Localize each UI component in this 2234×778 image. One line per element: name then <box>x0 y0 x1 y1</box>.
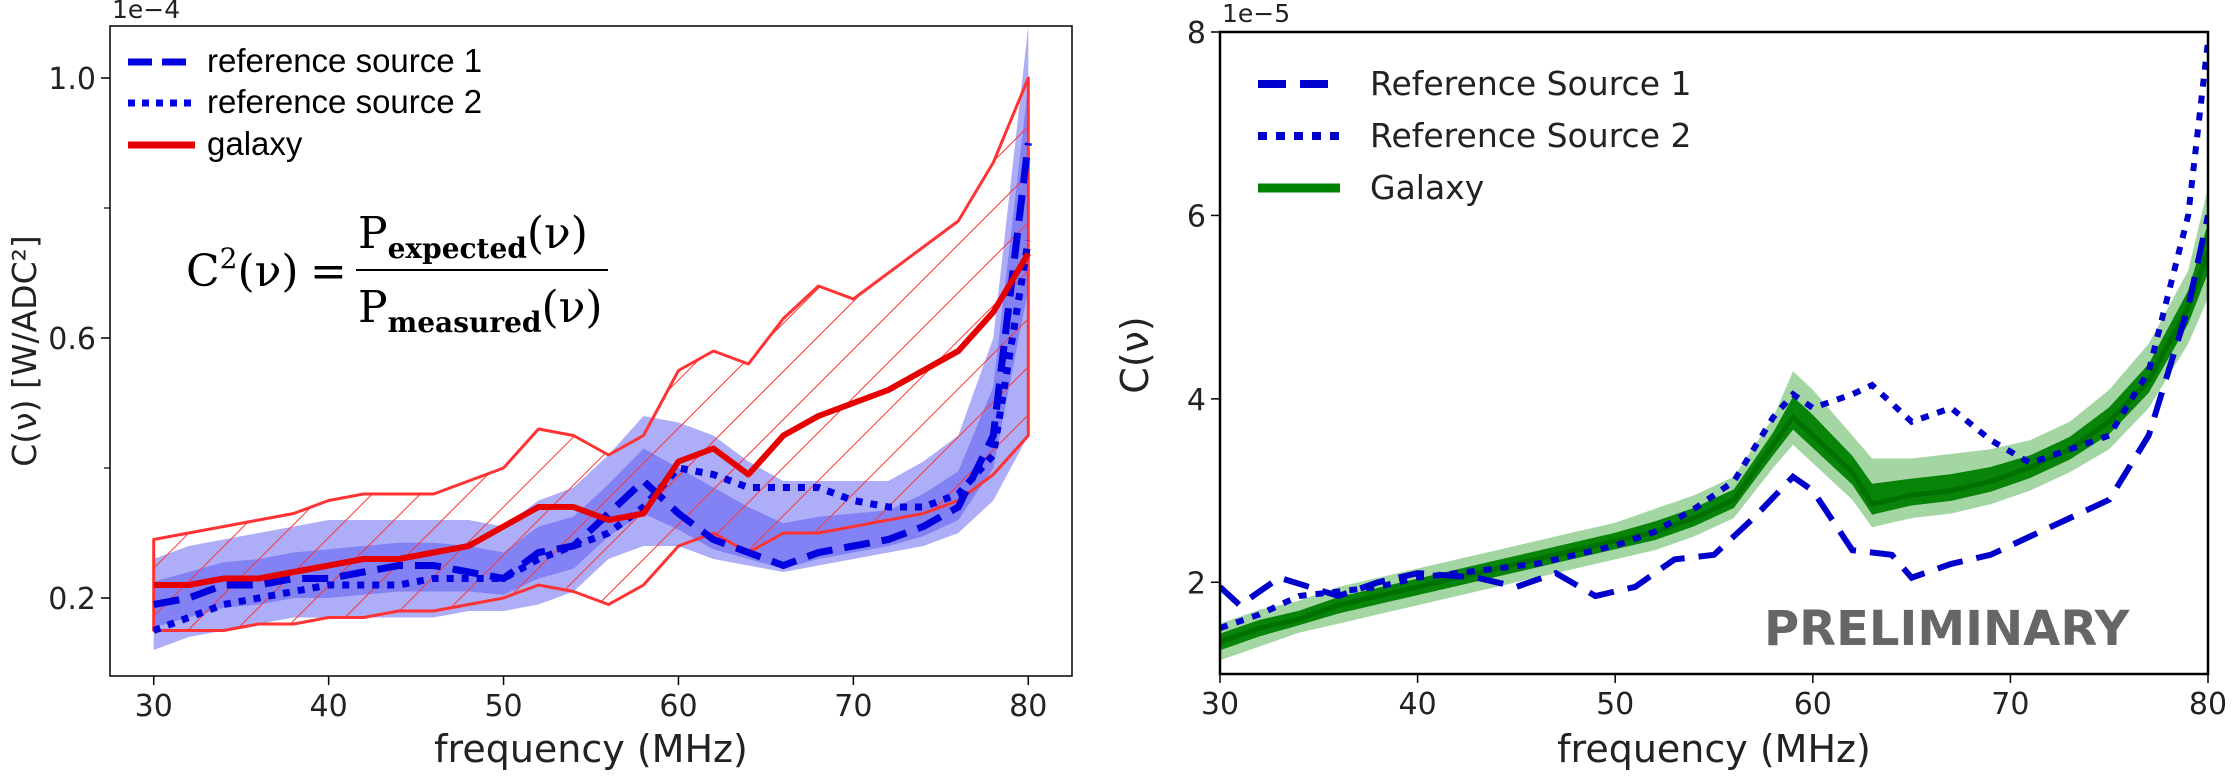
left-offset-text: 1e−4 <box>112 0 180 24</box>
svg-text:C2(ν): C2(ν) <box>186 242 299 297</box>
legend-label: galaxy <box>207 125 303 162</box>
svg-text:Pmeasured(ν): Pmeasured(ν) <box>358 282 603 339</box>
y-tick-label: 0.6 <box>48 322 96 357</box>
x-tick-label: 30 <box>135 689 173 724</box>
right-ticks: 30 40 50 60 70 80 2 4 6 8 <box>1187 16 2227 722</box>
svg-text:Pexpected(ν): Pexpected(ν) <box>358 208 588 265</box>
x-tick-label: 50 <box>1596 687 1634 722</box>
right-axes-frame <box>1218 30 2210 676</box>
left-chart: 30 40 50 60 70 80 0.2 0.6 1.0 1e−4 frequency (MH… <box>5 0 1073 771</box>
y-tick-label: 4 <box>1187 383 1206 418</box>
left-y-axis-label: C(ν) [W/ADC²] <box>5 235 44 466</box>
x-tick-label: 80 <box>2189 687 2227 722</box>
y-tick-label: 6 <box>1187 199 1206 234</box>
watermark-text: PRELIMINARY <box>1764 601 2131 657</box>
x-tick-label: 60 <box>1794 687 1832 722</box>
right-plot-area <box>1220 40 2208 661</box>
right-legend: Reference Source 1 Reference Source 2 Ga… <box>1258 64 1692 207</box>
formula-lhs-sup: 2 <box>220 242 238 275</box>
x-tick-label: 30 <box>1201 687 1239 722</box>
legend-label: Reference Source 1 <box>1370 64 1692 103</box>
formula-lhs-base: C <box>186 246 220 297</box>
legend-label: reference source 1 <box>207 42 482 79</box>
left-legend: reference source 1 reference source 2 ga… <box>128 42 482 162</box>
x-tick-label: 40 <box>1399 687 1437 722</box>
formula-lhs-arg: (ν) <box>238 246 299 297</box>
series-galaxy <box>153 251 1031 588</box>
y-tick-label: 2 <box>1187 566 1206 601</box>
y-tick-label: 0.2 <box>48 582 96 617</box>
x-tick-label: 70 <box>834 689 872 724</box>
right-x-axis-label: frequency (MHz) <box>1557 727 1871 771</box>
series-reference-source-2 <box>1220 40 2208 631</box>
y-tick-label: 8 <box>1187 16 1206 51</box>
legend-label: Reference Source 2 <box>1370 116 1692 155</box>
legend-label: Galaxy <box>1370 168 1484 207</box>
x-tick-label: 70 <box>1991 687 2029 722</box>
legend-label: reference source 2 <box>207 83 482 120</box>
formula-num-sub: expected <box>388 232 527 265</box>
right-chart: 30 40 50 60 70 80 2 4 6 8 1e−5 frequency (MHz) C(… <box>1113 0 2227 771</box>
right-offset-text: 1e−5 <box>1222 0 1290 28</box>
left-axes-frame <box>109 25 1073 677</box>
x-tick-label: 40 <box>310 689 348 724</box>
series-reference-source-2 <box>152 239 1032 634</box>
right-y-axis-label: C(ν) <box>1113 316 1157 393</box>
left-plot-area <box>152 26 1032 650</box>
series-reference-source-1 <box>153 142 1032 608</box>
formula-num-arg: (ν) <box>527 208 588 259</box>
formula-equals: = <box>310 246 347 297</box>
x-tick-label: 50 <box>484 689 522 724</box>
formula-den-sub: measured <box>388 306 542 339</box>
x-tick-label: 60 <box>659 689 697 724</box>
band-galaxy-inner <box>1220 223 2208 651</box>
formula-num-base: P <box>358 208 388 259</box>
formula-den-arg: (ν) <box>541 282 602 333</box>
series-galaxy <box>1220 251 2208 645</box>
formula-den-base: P <box>358 282 388 333</box>
series-reference-source-1 <box>1220 214 2208 610</box>
y-tick-label: 1.0 <box>48 62 96 97</box>
left-x-axis-label: frequency (MHz) <box>434 727 748 771</box>
band-galaxy <box>152 76 1030 632</box>
left-ticks: 30 40 50 60 70 80 0.2 0.6 1.0 <box>48 62 1047 724</box>
x-tick-label: 80 <box>1009 689 1047 724</box>
formula: C2(ν) = Pexpected(ν) Pmeasured(ν) <box>186 208 608 339</box>
